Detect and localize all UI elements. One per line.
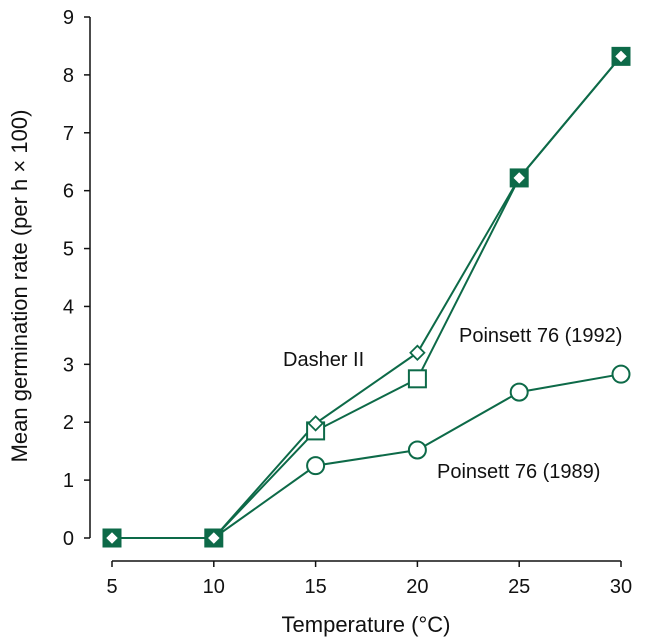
y-tick-label: 2 xyxy=(63,412,74,434)
data-point-circle xyxy=(407,440,427,460)
data-point-circle xyxy=(306,456,326,476)
y-tick-label: 6 xyxy=(63,181,74,203)
series-lines xyxy=(112,55,622,539)
series-label-poinsett-1989: Poinsett 76 (1989) xyxy=(437,461,600,483)
data-point-square xyxy=(407,369,427,389)
x-tick-label: 15 xyxy=(304,576,326,598)
data-point-diamond xyxy=(612,48,630,65)
axes xyxy=(89,17,621,562)
y-tick-label: 0 xyxy=(63,528,74,550)
data-point-diamond xyxy=(103,529,121,547)
data-point-diamond xyxy=(205,529,223,547)
x-tick-label: 25 xyxy=(508,576,530,598)
y-tick-label: 8 xyxy=(63,65,74,87)
x-tick-label: 20 xyxy=(406,576,428,598)
data-point-diamond xyxy=(409,344,426,362)
ticks: 0 1 2 3 4 5 6 7 8 9 5 10 15 20 25 30 xyxy=(63,7,632,598)
y-tick-label: 9 xyxy=(63,7,74,29)
y-axis-title: Mean germination rate (per h × 100) xyxy=(7,110,32,463)
data-point-diamond xyxy=(510,169,528,187)
x-tick-label: 10 xyxy=(203,576,225,598)
series-line-circle xyxy=(112,373,622,539)
y-tick-label: 7 xyxy=(63,123,74,145)
series-label-dasher-ii: Dasher II xyxy=(283,349,364,371)
series-label-poinsett-1992: Poinsett 76 (1992) xyxy=(459,325,622,347)
data-point-circle xyxy=(611,364,631,384)
series-markers xyxy=(102,46,631,548)
y-tick-label: 1 xyxy=(63,470,74,492)
data-point-diamond xyxy=(307,415,324,432)
y-tick-label: 5 xyxy=(63,239,74,261)
y-tick-label: 3 xyxy=(63,354,74,376)
x-axis-title: Temperature (°C) xyxy=(282,612,451,637)
y-tick-label: 4 xyxy=(63,296,74,318)
data-point-circle xyxy=(509,382,529,402)
x-tick-label: 5 xyxy=(106,576,117,598)
x-tick-label: 30 xyxy=(610,576,632,598)
